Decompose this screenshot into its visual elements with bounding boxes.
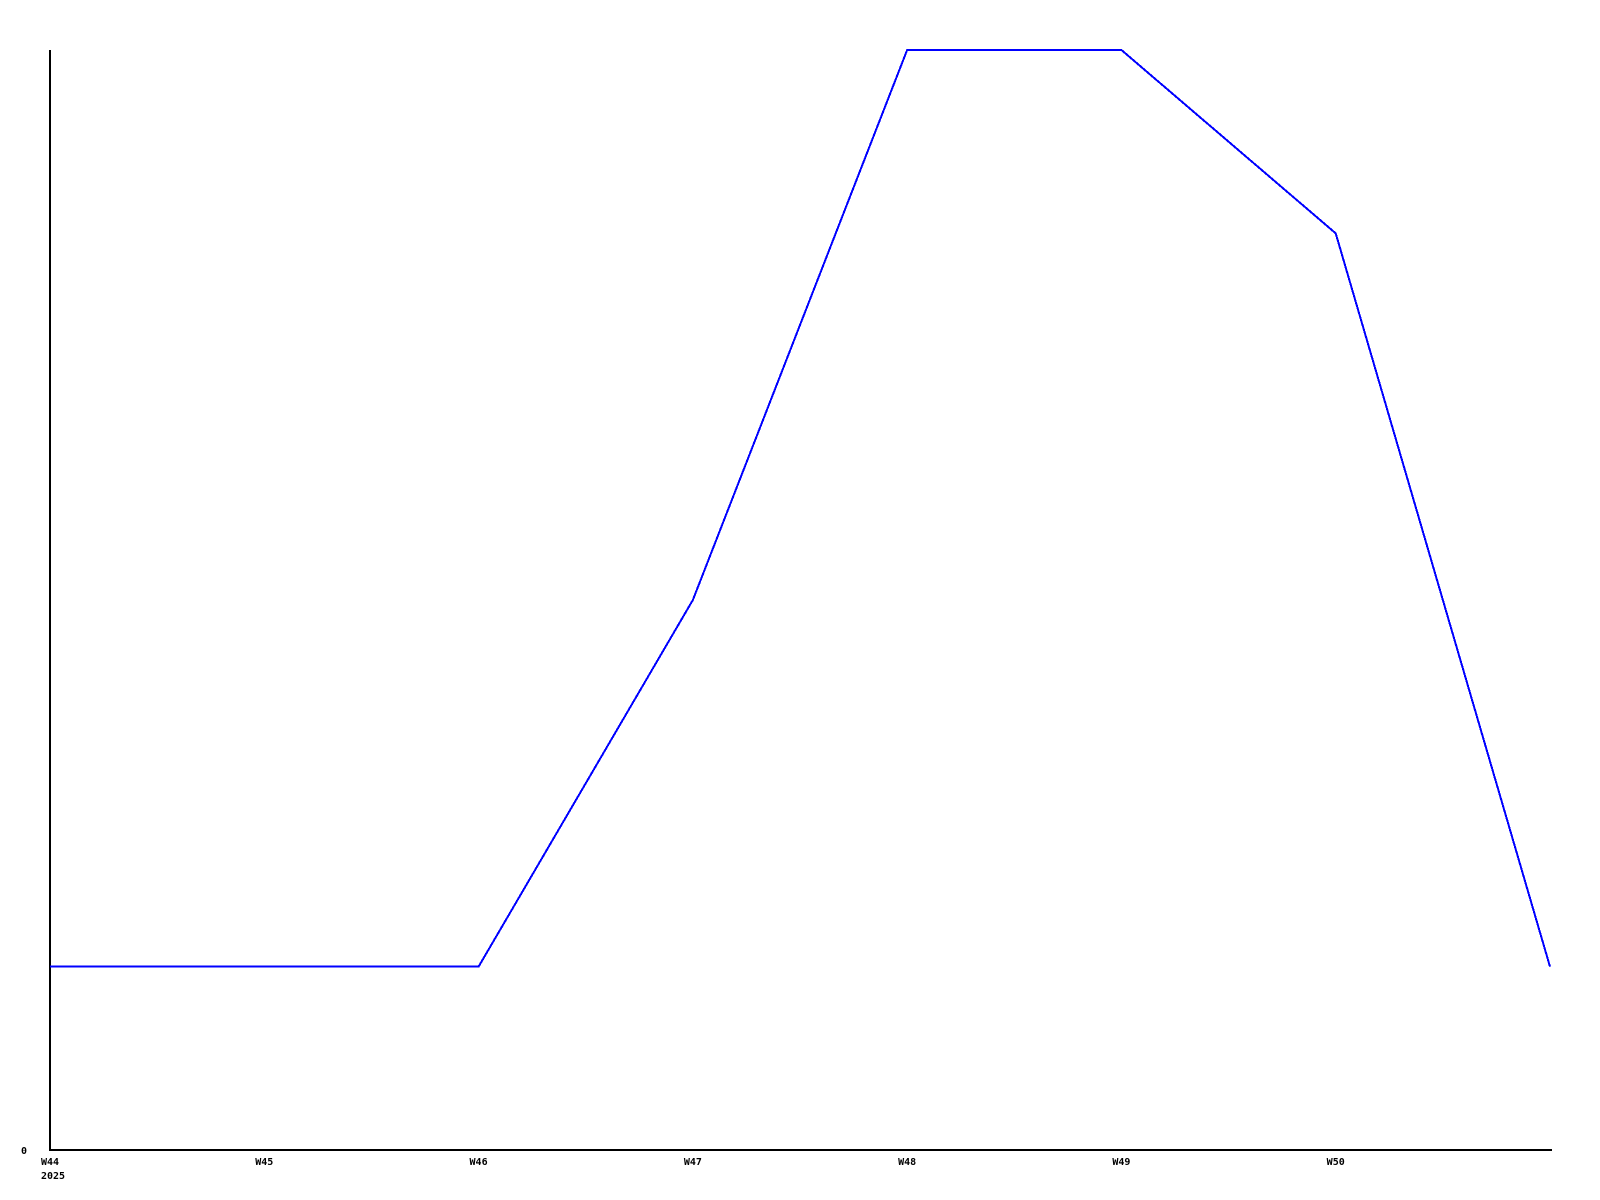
x-tick-label: W46 — [470, 1157, 488, 1168]
x-axis-year-label: 2025 — [41, 1171, 65, 1182]
x-tick-label: W44 — [41, 1157, 59, 1168]
x-tick-label: W48 — [898, 1157, 916, 1168]
y-tick-label-zero: 0 — [21, 1146, 27, 1157]
x-tick-label: W47 — [684, 1157, 702, 1168]
data-line-series — [50, 49, 1551, 968]
x-tick-label: W50 — [1327, 1157, 1345, 1168]
x-tick-label: W49 — [1112, 1157, 1130, 1168]
x-tick-label: W45 — [255, 1157, 273, 1168]
